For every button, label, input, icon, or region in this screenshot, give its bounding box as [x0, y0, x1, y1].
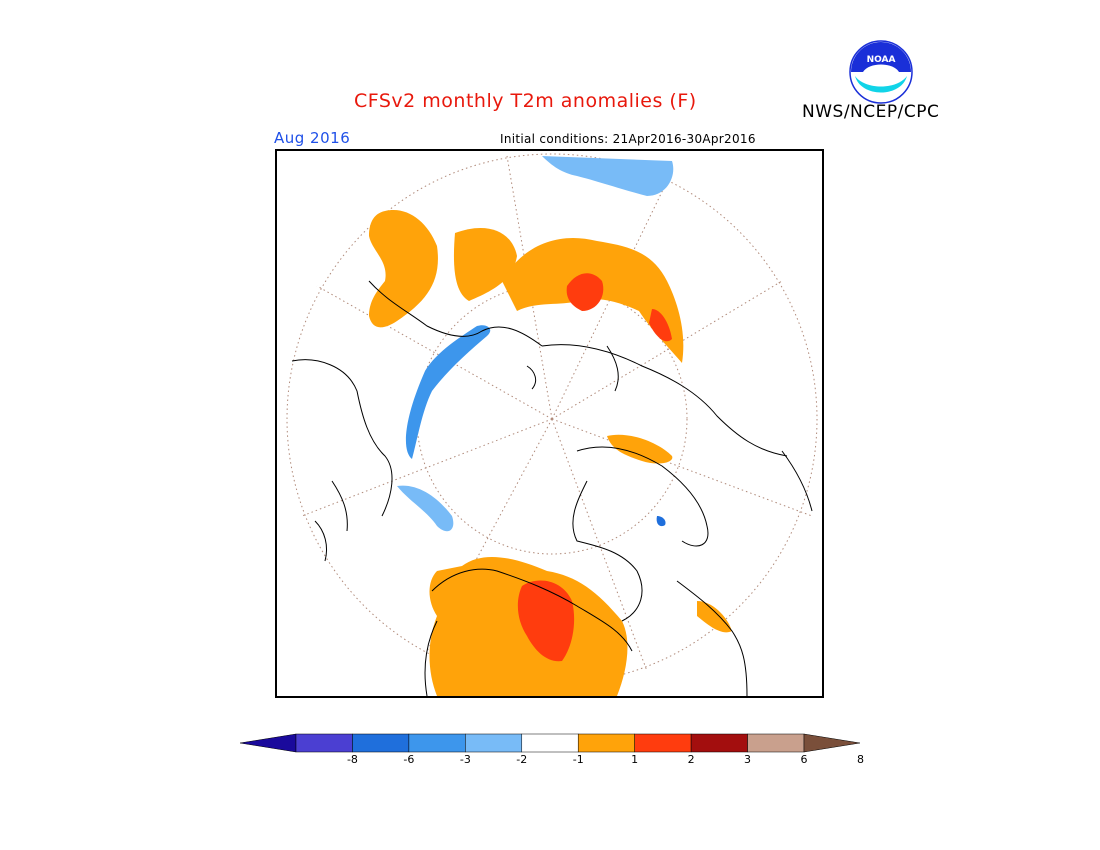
- anomaly-warm-asia: [502, 237, 684, 363]
- noaa-logo: NOAA: [849, 40, 913, 104]
- anomaly-fields: [369, 156, 732, 696]
- anomaly-cool-europe: [405, 325, 491, 459]
- colorbar-tick-label: 8: [856, 753, 864, 766]
- anomaly-hot-north-america: [517, 580, 575, 662]
- coastlines: [291, 280, 813, 696]
- colorbar-tick-label: -2: [516, 753, 528, 766]
- colorbar-labels: -8 -6 -3 -2 -1 1 2 3 6 8: [0, 753, 1100, 769]
- colorbar-box: [295, 733, 353, 753]
- agency-label: NWS/NCEP/CPC: [802, 102, 940, 122]
- anomaly-warm-africa: [369, 210, 438, 328]
- colorbar-tick-label: -8: [346, 753, 358, 766]
- anomaly-warm-greenland: [607, 434, 673, 464]
- colorbar-box: [521, 733, 579, 753]
- colorbar-tick-label: 1: [631, 753, 639, 766]
- colorbar-tick-label: -3: [459, 753, 471, 766]
- anomaly-hot-pacific: [649, 309, 672, 342]
- colorbar-tick-label: -1: [572, 753, 584, 766]
- map-frame: [275, 149, 824, 698]
- anomaly-hot-asia: [566, 273, 604, 311]
- valid-month-label: Aug 2016: [274, 129, 351, 147]
- map-title: CFSv2 monthly T2m anomalies (F): [354, 90, 697, 112]
- initial-conditions-label: Initial conditions: 21Apr2016-30Apr2016: [500, 132, 756, 146]
- colorbar-box: [747, 733, 805, 753]
- colorbar-box: [408, 733, 466, 753]
- polar-map: [286, 153, 818, 696]
- anomaly-warm-middle-east: [453, 227, 517, 301]
- colorbar-right-arrow: [803, 733, 860, 753]
- colorbar-box: [465, 733, 523, 753]
- anomaly-cool-north: [542, 156, 674, 196]
- colorbar-box: [352, 733, 410, 753]
- colorbar-box: [634, 733, 692, 753]
- anomaly-warm-atlantic: [697, 601, 732, 633]
- colorbar-tick-label: 3: [744, 753, 752, 766]
- svg-text:NOAA: NOAA: [867, 55, 896, 65]
- anomaly-cool-spot: [656, 516, 666, 527]
- colorbar-box: [577, 733, 635, 753]
- colorbar-tick-label: 2: [687, 753, 695, 766]
- colorbar-box: [690, 733, 748, 753]
- colorbar-tick-label: 6: [800, 753, 808, 766]
- colorbar-boxes: [295, 733, 805, 753]
- colorbar-tick-label: -6: [403, 753, 415, 766]
- colorbar: [240, 733, 860, 753]
- anomaly-cool-scandinavia: [397, 485, 454, 532]
- colorbar-left-arrow: [240, 733, 297, 753]
